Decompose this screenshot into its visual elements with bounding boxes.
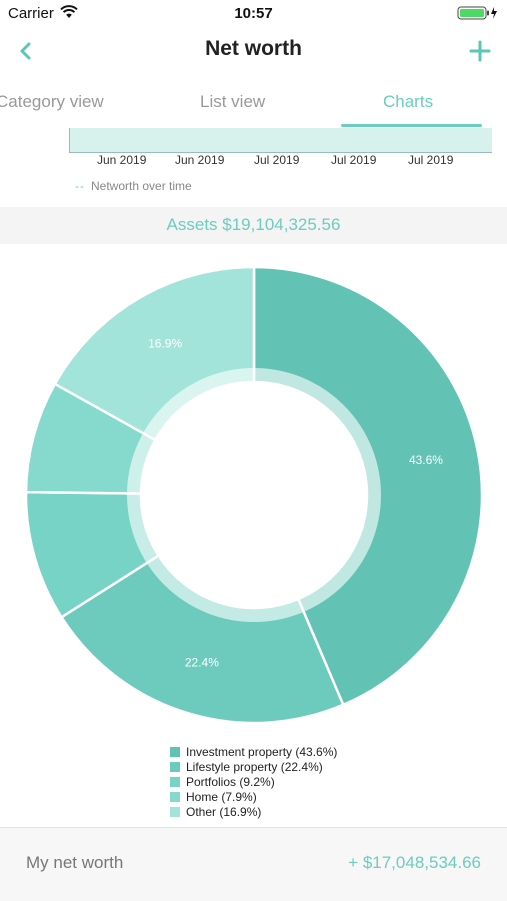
donut-slice-label: 22.4% (185, 656, 219, 670)
dashed-line-icon: -- (75, 179, 85, 193)
chart-legend: Investment property (43.6%) Lifestyle pro… (170, 744, 337, 819)
legend-swatch (170, 746, 180, 757)
tab-category-view[interactable]: Category view (0, 92, 104, 111)
legend-label: Portfolios (9.2%) (186, 774, 275, 789)
legend-swatch (170, 776, 180, 787)
timeline-tick-label: Jul 2019 (254, 153, 300, 167)
donut-slice-lifestyle-property[interactable] (59, 553, 345, 725)
net-worth-value: + $17,048,534.66 (348, 853, 481, 872)
legend-item: Investment property (43.6%) (170, 744, 337, 759)
donut-inner-ring (127, 368, 381, 622)
donut-slice-label: 43.6% (409, 453, 443, 467)
legend-label: Lifestyle property (22.4%) (186, 759, 323, 774)
page-title: Net worth (205, 37, 302, 60)
donut-slice-other[interactable] (53, 265, 256, 442)
assets-total: Assets $19,104,325.56 (166, 215, 341, 234)
nav-bar: Net worth (0, 28, 507, 74)
status-bar: Carrier 10:57 (0, 0, 507, 28)
status-time: 10:57 (234, 5, 273, 22)
tab-list-view[interactable]: List view (200, 92, 266, 111)
carrier-label: Carrier (8, 5, 54, 22)
legend-label: Home (7.9%) (186, 789, 257, 804)
add-plus-icon[interactable] (467, 38, 493, 64)
donut-slice-label: 16.9% (148, 337, 182, 351)
legend-swatch (170, 806, 180, 817)
timeline-tick-label: Jun 2019 (175, 153, 225, 167)
timeline-tick-label: Jun 2019 (97, 153, 147, 167)
battery-icon (457, 6, 499, 25)
view-tabs: Category view List view Charts (0, 88, 507, 130)
assets-header: Assets $19,104,325.56 (0, 207, 507, 244)
timeline-legend: -- Networth over time (75, 179, 192, 193)
legend-item: Portfolios (9.2%) (170, 774, 337, 789)
back-chevron-icon[interactable] (14, 38, 40, 64)
legend-item: Other (16.9%) (170, 804, 337, 819)
legend-swatch (170, 761, 180, 772)
active-tab-indicator (341, 124, 482, 127)
net-worth-footer[interactable]: My net worth + $17,048,534.66 (0, 827, 507, 901)
legend-swatch (170, 791, 180, 802)
legend-item: Lifestyle property (22.4%) (170, 759, 337, 774)
assets-donut-chart: 43.6% 22.4% 16.9% (24, 265, 484, 725)
legend-label: Investment property (43.6%) (186, 744, 338, 759)
legend-item: Home (7.9%) (170, 789, 337, 804)
donut-hole (142, 383, 366, 607)
timeline-tick-label: Jul 2019 (331, 153, 377, 167)
timeline-legend-label: Networth over time (91, 179, 192, 193)
legend-label: Other (16.9%) (186, 804, 262, 819)
tab-charts[interactable]: Charts (383, 92, 434, 111)
wifi-icon (60, 5, 78, 24)
timeline-tick-label: Jul 2019 (408, 153, 454, 167)
net-worth-label: My net worth (26, 853, 124, 872)
networth-timeline-chart (69, 128, 492, 153)
